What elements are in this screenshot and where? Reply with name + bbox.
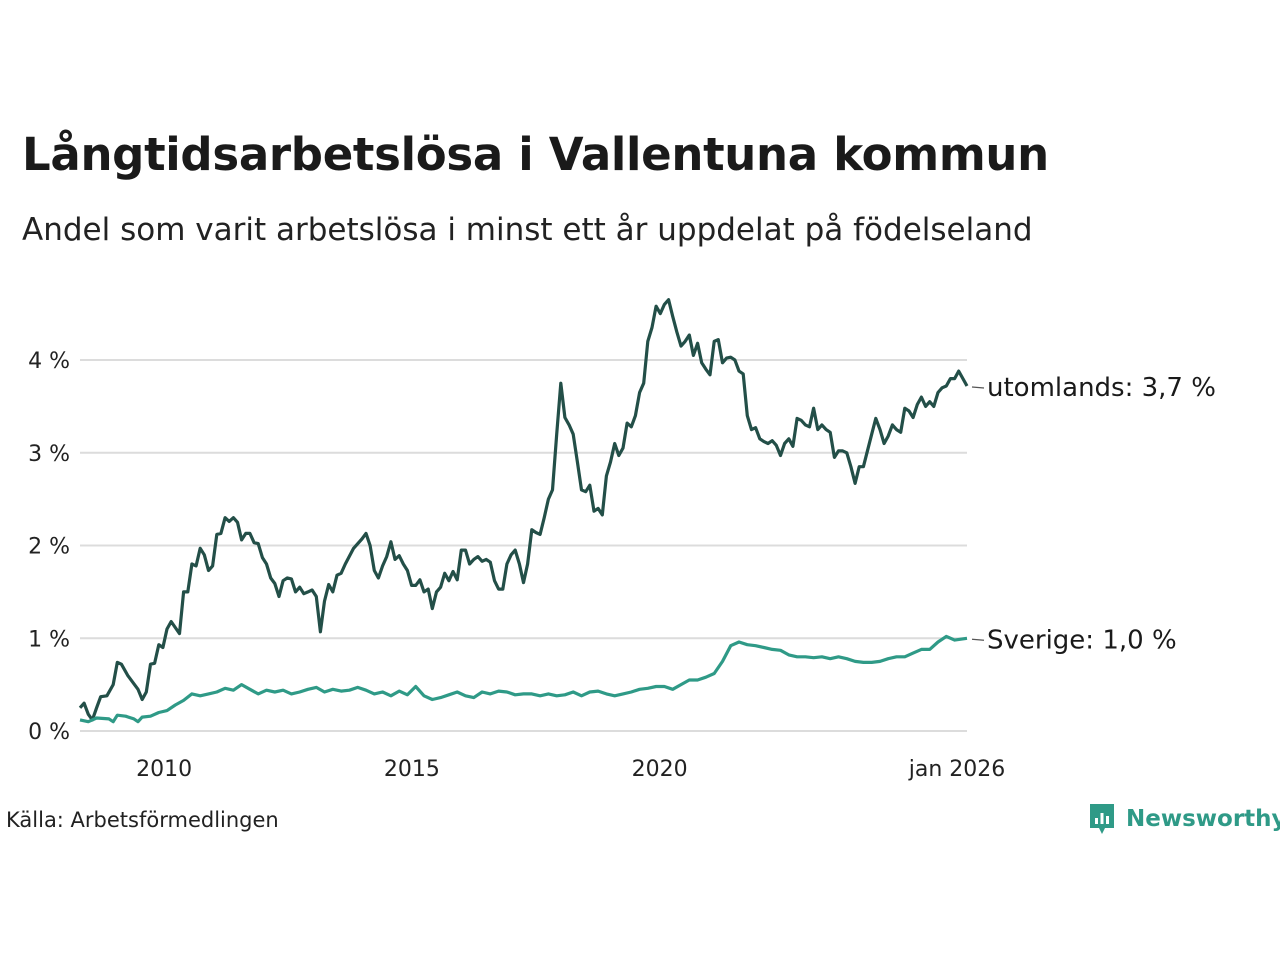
series-line-sverige (79, 634, 968, 724)
x-tick-label: 2015 (384, 757, 440, 782)
y-tick-label: 0 % (28, 720, 70, 745)
y-tick-label: 1 % (28, 627, 70, 652)
y-tick-label: 4 % (28, 349, 70, 374)
series-lines (78, 298, 969, 724)
end-label-connector (971, 386, 985, 389)
series-line-utomlands (78, 298, 969, 722)
x-tick-label: 2020 (632, 757, 688, 782)
x-tick-label: jan 2026 (908, 757, 1006, 782)
end-label-connector (971, 638, 985, 641)
brand-logo[interactable]: Newsworthy (1088, 802, 1280, 836)
x-axis-tick-labels: 2010 2015 2020 jan 2026 (136, 757, 1005, 782)
series-end-label: Sverige: 1,0 % (987, 625, 1177, 655)
chart-subtitle: Andel som varit arbetslösa i minst ett å… (22, 212, 1033, 248)
brand-name: Newsworthy (1126, 806, 1280, 832)
series-end-labels: utomlands: 3,7 % Sverige: 1,0 % (971, 373, 1216, 655)
y-tick-label: 3 % (28, 442, 70, 467)
series-end-label: utomlands: 3,7 % (987, 373, 1216, 403)
x-tick-label: 2010 (136, 757, 192, 782)
chart-title: Långtidsarbetslösa i Vallentuna kommun (22, 128, 1049, 181)
newsworthy-logo-icon (1090, 804, 1114, 834)
source-note: Källa: Arbetsförmedlingen (6, 808, 279, 832)
y-axis-tick-labels: 0 % 1 % 2 % 3 % 4 % (28, 349, 70, 745)
gridlines (80, 359, 967, 732)
y-tick-label: 2 % (28, 535, 70, 560)
